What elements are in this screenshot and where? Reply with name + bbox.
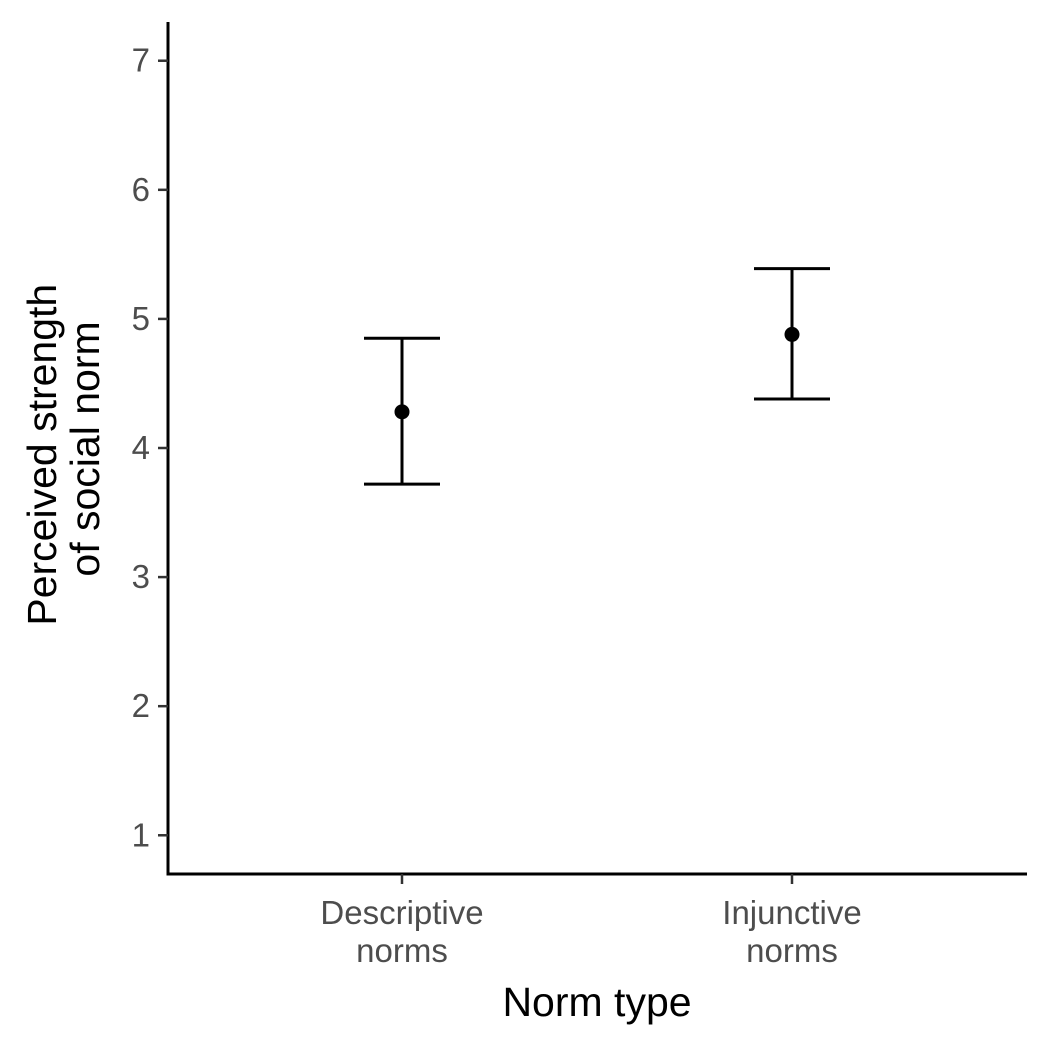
y-tick-label: 7 bbox=[132, 42, 150, 79]
mean-point bbox=[394, 404, 410, 420]
x-tick-label-line: Descriptive bbox=[320, 894, 483, 931]
x-axis-title: Norm type bbox=[502, 979, 691, 1025]
marks-layer bbox=[364, 267, 830, 486]
x-tick-label: Descriptive norms bbox=[320, 894, 483, 969]
x-tick-label: Injunctive norms bbox=[722, 894, 861, 969]
x-tick-label-line: norms bbox=[356, 932, 448, 969]
y-tick-label: 4 bbox=[132, 429, 150, 466]
mean-point bbox=[784, 326, 800, 342]
y-axis-title-line-1: Perceived strength bbox=[19, 284, 65, 626]
y-tick-label: 1 bbox=[132, 816, 150, 853]
y-axis-title: Perceived strength of social norm bbox=[19, 272, 108, 625]
y-tick-label: 6 bbox=[132, 171, 150, 208]
y-axis-title-line-2: of social norm bbox=[62, 321, 108, 576]
x-tick-label-line: Injunctive bbox=[722, 894, 861, 931]
x-tick-label-line: norms bbox=[746, 932, 838, 969]
y-tick-label: 2 bbox=[132, 687, 150, 724]
y-tick-label: 3 bbox=[132, 558, 150, 595]
axes-layer bbox=[166, 22, 1027, 876]
y-tick-label: 5 bbox=[132, 300, 150, 337]
